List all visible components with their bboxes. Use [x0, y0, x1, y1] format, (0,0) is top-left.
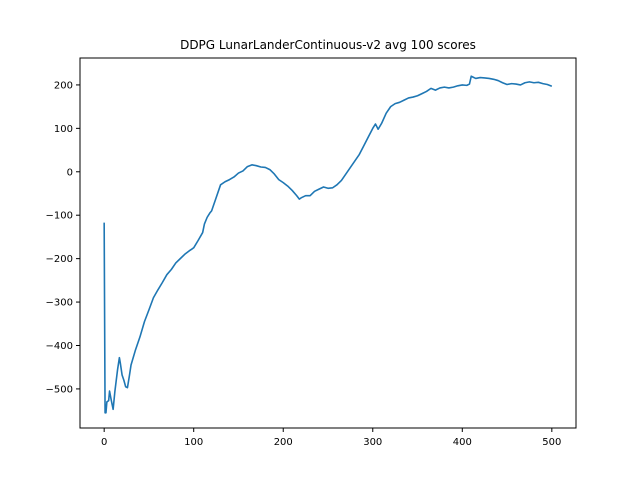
y-tick-label: −400	[46, 341, 73, 352]
x-tick-label: 200	[274, 437, 293, 448]
y-tick-label: −500	[46, 384, 73, 395]
x-tick-label: 100	[184, 437, 203, 448]
score-series-line	[103, 75, 553, 414]
y-tick-label: −300	[46, 298, 73, 309]
plot-area-frame	[79, 57, 577, 429]
y-tick-label: 200	[54, 80, 73, 91]
y-tick-label: −100	[46, 211, 73, 222]
y-tick-label: 0	[67, 167, 73, 178]
y-axis: −500 −400 −300 −200 −100 0 100 200	[46, 80, 80, 395]
x-axis: 0 100 200 300 400 500	[101, 428, 561, 448]
x-tick-label: 500	[542, 437, 561, 448]
x-tick-label: 0	[101, 437, 107, 448]
x-tick-label: 400	[453, 437, 472, 448]
series-layer	[103, 75, 553, 414]
chart-title: DDPG LunarLanderContinuous-v2 avg 100 sc…	[180, 38, 476, 52]
x-tick-label: 300	[363, 437, 382, 448]
y-tick-label: 100	[54, 124, 73, 135]
y-tick-label: −200	[46, 254, 73, 265]
